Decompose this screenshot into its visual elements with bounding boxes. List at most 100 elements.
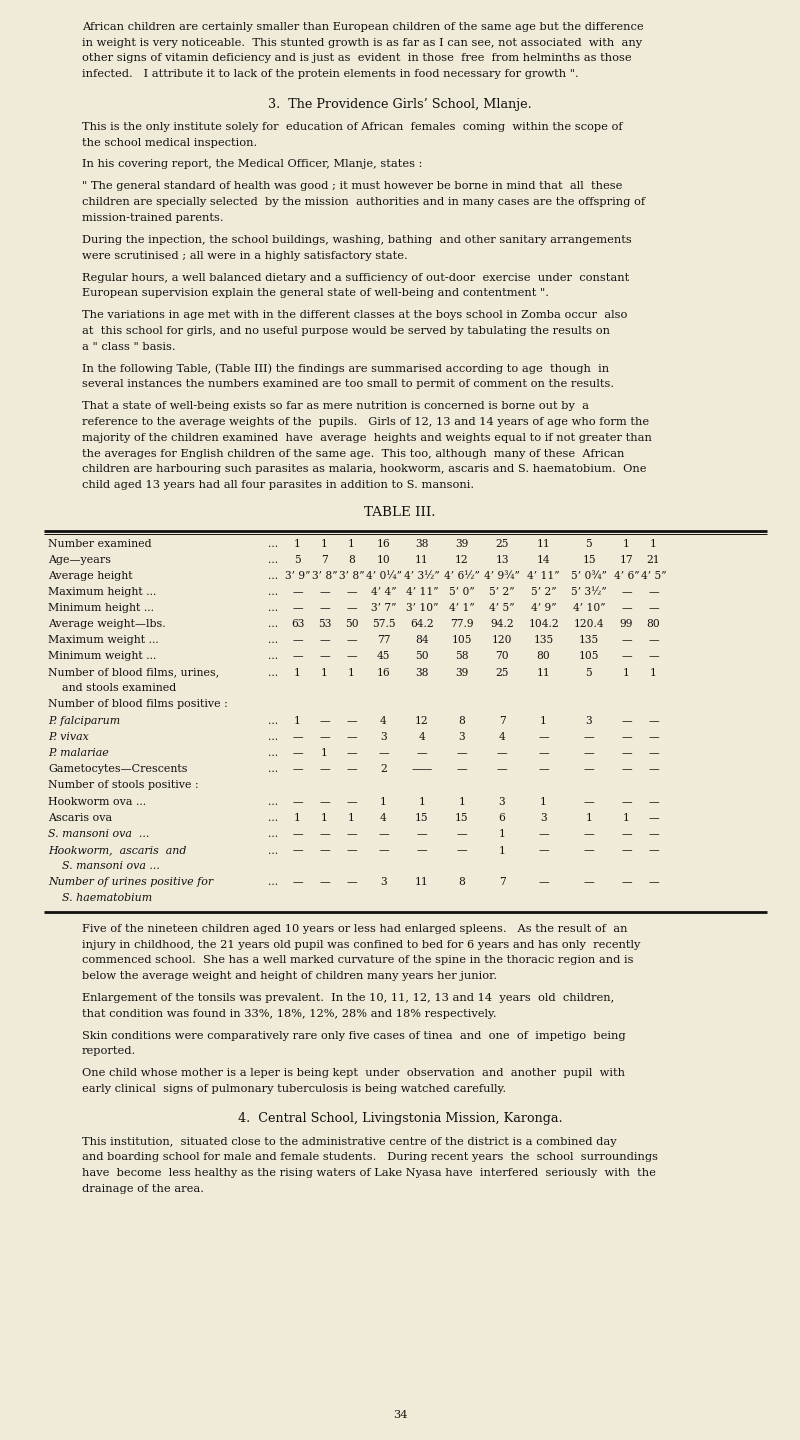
- Text: In his covering report, the Medical Officer, Mlanje, states :: In his covering report, the Medical Offi…: [82, 160, 422, 170]
- Text: children are harbouring such parasites as malaria, hookworm, ascaris and S. haem: children are harbouring such parasites a…: [82, 464, 646, 474]
- Text: 135: 135: [534, 635, 554, 645]
- Text: Maximum height ...: Maximum height ...: [48, 588, 156, 598]
- Text: 11: 11: [415, 554, 429, 564]
- Text: 105: 105: [452, 635, 472, 645]
- Text: 7: 7: [498, 877, 506, 887]
- Text: —: —: [648, 765, 659, 775]
- Text: —: —: [417, 845, 427, 855]
- Text: —: —: [648, 749, 659, 759]
- Text: the averages for English children of the same age.  This too, although  many of : the averages for English children of the…: [82, 448, 624, 458]
- Text: TABLE III.: TABLE III.: [364, 505, 436, 518]
- Text: —: —: [621, 877, 632, 887]
- Text: —: —: [538, 749, 549, 759]
- Text: —: —: [648, 588, 659, 598]
- Text: 11: 11: [537, 539, 550, 549]
- Text: —: —: [319, 635, 330, 645]
- Text: Minimum height ...: Minimum height ...: [48, 603, 154, 613]
- Text: —: —: [621, 829, 632, 840]
- Text: 63: 63: [291, 619, 304, 629]
- Text: 58: 58: [455, 651, 469, 661]
- Text: ...: ...: [268, 716, 278, 726]
- Text: Maximum weight ...: Maximum weight ...: [48, 635, 158, 645]
- Text: 38: 38: [415, 539, 429, 549]
- Text: 3’ 8”: 3’ 8”: [312, 572, 338, 582]
- Text: Minimum weight ...: Minimum weight ...: [48, 651, 156, 661]
- Text: 3’ 8”: 3’ 8”: [338, 572, 364, 582]
- Text: 70: 70: [495, 651, 509, 661]
- Text: 4.  Central School, Livingstonia Mission, Karonga.: 4. Central School, Livingstonia Mission,…: [238, 1113, 562, 1126]
- Text: 25: 25: [495, 668, 509, 678]
- Text: 4’ 5”: 4’ 5”: [489, 603, 515, 613]
- Text: 7: 7: [498, 716, 506, 726]
- Text: —: —: [497, 765, 507, 775]
- Text: 15: 15: [415, 814, 429, 824]
- Text: —: —: [584, 829, 594, 840]
- Text: —: —: [319, 732, 330, 742]
- Text: —: —: [648, 603, 659, 613]
- Text: —: —: [319, 877, 330, 887]
- Text: —: —: [648, 814, 659, 824]
- Text: 3: 3: [458, 732, 466, 742]
- Text: 38: 38: [415, 668, 429, 678]
- Text: —: —: [346, 651, 357, 661]
- Text: majority of the children examined  have  average  heights and weights equal to i: majority of the children examined have a…: [82, 433, 652, 444]
- Text: 5’ 2”: 5’ 2”: [489, 588, 515, 598]
- Text: —: —: [292, 877, 303, 887]
- Text: 8: 8: [348, 554, 355, 564]
- Text: 1: 1: [623, 668, 630, 678]
- Text: 1: 1: [498, 845, 506, 855]
- Text: —: —: [621, 845, 632, 855]
- Text: 25: 25: [495, 539, 509, 549]
- Text: P. malariae: P. malariae: [48, 749, 109, 759]
- Text: —: —: [648, 829, 659, 840]
- Text: —: —: [457, 829, 467, 840]
- Text: —: —: [319, 588, 330, 598]
- Text: 4’ 1”: 4’ 1”: [449, 603, 475, 613]
- Text: S. haematobium: S. haematobium: [48, 893, 152, 903]
- Text: 5’ 0¾”: 5’ 0¾”: [571, 572, 607, 582]
- Text: —: —: [584, 765, 594, 775]
- Text: reported.: reported.: [82, 1047, 136, 1057]
- Text: —: —: [346, 845, 357, 855]
- Text: —: —: [621, 588, 632, 598]
- Text: —: —: [457, 749, 467, 759]
- Text: 1: 1: [321, 539, 328, 549]
- Text: Hookworm,  ascaris  and: Hookworm, ascaris and: [48, 845, 186, 855]
- Text: and stools examined: and stools examined: [48, 683, 176, 693]
- Text: 1: 1: [650, 668, 657, 678]
- Text: —: —: [584, 845, 594, 855]
- Text: 1: 1: [540, 716, 547, 726]
- Text: —: —: [292, 588, 303, 598]
- Text: 1: 1: [294, 668, 301, 678]
- Text: 5’ 0”: 5’ 0”: [449, 588, 475, 598]
- Text: P. vivax: P. vivax: [48, 732, 89, 742]
- Text: 15: 15: [582, 554, 596, 564]
- Text: —: —: [648, 845, 659, 855]
- Text: Number of blood films positive :: Number of blood films positive :: [48, 700, 228, 710]
- Text: —: —: [621, 635, 632, 645]
- Text: ...: ...: [268, 651, 278, 661]
- Text: ...: ...: [268, 668, 278, 678]
- Text: One child whose mother is a leper is being kept  under  observation  and  anothe: One child whose mother is a leper is bei…: [82, 1068, 625, 1079]
- Text: 11: 11: [537, 668, 550, 678]
- Text: ...: ...: [268, 554, 278, 564]
- Text: 4’ 6½”: 4’ 6½”: [444, 572, 480, 582]
- Text: 1: 1: [321, 668, 328, 678]
- Text: Ascaris ova: Ascaris ova: [48, 814, 112, 824]
- Text: that condition was found in 33%, 18%, 12%, 28% and 18% respectively.: that condition was found in 33%, 18%, 12…: [82, 1008, 497, 1018]
- Text: 120: 120: [492, 635, 512, 645]
- Text: —: —: [538, 845, 549, 855]
- Text: 104.2: 104.2: [528, 619, 559, 629]
- Text: children are specially selected  by the mission  authorities and in many cases a: children are specially selected by the m…: [82, 197, 645, 207]
- Text: 57.5: 57.5: [372, 619, 395, 629]
- Text: —: —: [346, 603, 357, 613]
- Text: 3: 3: [586, 716, 592, 726]
- Text: other signs of vitamin deficiency and is just as  evident  in those  free  from : other signs of vitamin deficiency and is…: [82, 53, 632, 63]
- Text: P. falciparum: P. falciparum: [48, 716, 120, 726]
- Text: —: —: [292, 635, 303, 645]
- Text: —: —: [648, 716, 659, 726]
- Text: 3’ 9”: 3’ 9”: [285, 572, 310, 582]
- Text: —: —: [584, 749, 594, 759]
- Text: —: —: [417, 749, 427, 759]
- Text: —: —: [346, 732, 357, 742]
